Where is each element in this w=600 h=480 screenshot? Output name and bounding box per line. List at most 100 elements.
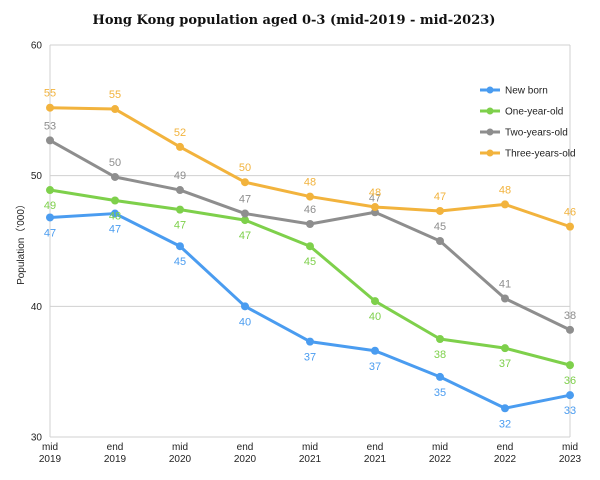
data-label: 48 [109,210,121,222]
data-point [501,344,509,353]
data-label: 45 [304,256,316,268]
data-label: 37 [304,352,316,364]
y-tick-label: 30 [31,433,43,444]
data-label: 40 [369,311,381,323]
data-label: 47 [239,194,251,206]
legend-item: Three-years-old [480,149,576,160]
data-label: 55 [44,88,56,100]
legend-marker [486,107,494,115]
data-label: 41 [499,278,511,290]
data-point [501,294,509,303]
y-tick-label: 50 [31,171,43,182]
data-point [566,325,574,334]
legend-item: One-year-old [480,107,563,118]
data-point [436,372,444,381]
data-point [371,297,379,306]
data-point [241,209,249,218]
y-axis-ticks: 30 40 50 60 [31,41,43,444]
data-label: 45 [174,256,186,268]
data-label: 48 [304,177,316,189]
data-label: 47 [44,227,56,239]
data-label: 40 [239,316,251,328]
data-point [371,346,379,355]
data-label: 53 [44,120,56,132]
data-point [566,391,574,400]
x-tick-label: mid 2019 [39,442,62,465]
data-point [46,213,54,222]
data-label: 45 [434,221,446,233]
legend-marker [486,86,494,94]
data-point [46,103,54,112]
legend-label: Three-years-old [505,149,576,160]
data-point [566,222,574,231]
y-tick-label: 60 [31,41,43,52]
data-point [111,105,119,114]
data-label: 49 [174,170,186,182]
data-point [306,337,314,346]
data-label: 55 [109,89,121,101]
x-tick-label: mid 2020 [169,442,192,465]
y-axis-label: Population（'000） [15,199,27,285]
data-point [111,196,119,205]
data-label: 38 [434,349,446,361]
data-point [111,209,119,218]
data-point [176,205,184,214]
data-label: 36 [564,375,576,387]
x-tick-label: end 2020 [234,442,257,465]
series-line [48,138,572,332]
data-label: 35 [434,387,446,399]
x-tick-label: mid 2023 [559,442,582,465]
legend-label: One-year-old [505,107,563,118]
series-group: 47 47454037373532334948474745403837365350… [44,88,576,431]
data-label: 47 [369,192,381,204]
y-tick-label: 40 [31,302,43,313]
legend-item: Two-years-old [480,128,568,139]
x-tick-label: end 2021 [364,442,387,465]
data-label: 38 [564,310,576,322]
x-tick-label: mid 2021 [299,442,322,465]
data-point [436,206,444,215]
gridlines [49,44,571,438]
data-label: 47 [174,220,186,232]
data-point [436,237,444,245]
data-point [176,242,184,251]
data-point [46,186,54,195]
data-label: 33 [564,405,576,417]
data-point [501,404,509,413]
x-tick-label: mid 2022 [429,442,452,465]
data-label: 49 [44,200,56,212]
legend-item: New born [480,86,548,97]
x-axis-ticks: mid 2019 end 2019 mid 2020 end 2020 mid 2021 end 20… [39,442,582,465]
data-label: 46 [564,207,576,219]
series-new-born: 47 47 45 40 37 37 35 32 33 [44,209,576,430]
legend-marker [486,128,494,136]
data-point [306,192,314,201]
data-point [566,361,574,370]
data-point [436,335,444,343]
data-point [371,203,379,212]
data-point [111,172,119,181]
data-point [241,216,249,225]
data-point [176,142,184,151]
data-label: 47 [109,224,121,236]
data-label: 37 [369,361,381,373]
legend-marker [486,149,494,157]
data-point [241,178,249,187]
data-label: 50 [109,157,121,169]
data-label: 48 [369,187,381,199]
data-label: 37 [499,358,511,370]
x-tick-label: end 2019 [104,442,127,465]
data-label: 50 [239,162,251,174]
data-label: 46 [304,204,316,216]
data-point [176,186,184,195]
data-point [501,200,509,209]
data-point [306,220,314,229]
series-two-years-old: 53 50 49 47 46 47 45 41 38 [44,120,576,334]
data-point [241,302,249,311]
legend: New born One-year-old Two-years-old Three-y… [480,86,576,160]
data-label: 47 [239,230,251,242]
x-tick-label: end 2022 [494,442,517,465]
chart-title: Hong Kong population aged 0-3 (mid-2019 … [93,13,496,28]
